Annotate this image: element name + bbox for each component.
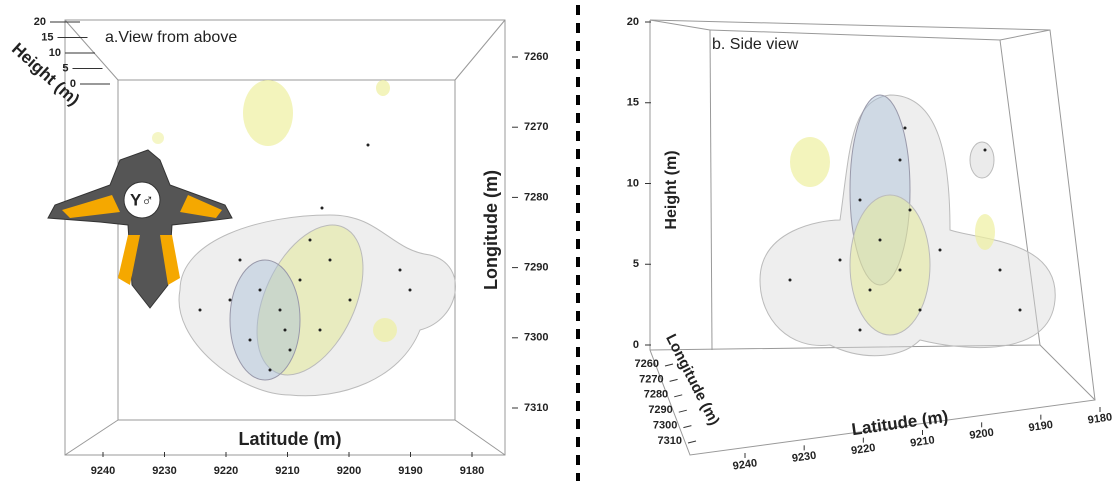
tick-mark [669,378,678,382]
tick-label: 9210 [275,465,299,477]
tick-mark [678,409,687,413]
tick-label: 0 [633,339,639,351]
tick-label: 9230 [152,465,176,477]
tick-label: 9190 [398,465,422,477]
tick-label: 9230 [791,450,817,465]
tick-label: 7270 [639,373,663,385]
tick-label: 5 [633,258,639,270]
tick-label: 10 [627,177,639,189]
icon-label: Y♂ [130,190,154,209]
tick-label: 7300 [524,332,548,344]
tick-mark [664,363,674,367]
tick-label: 5 [62,62,68,74]
tick-label: 7290 [524,262,548,274]
tick-mark [687,440,697,444]
tick-label: 7300 [653,420,677,432]
tick-label: 7260 [524,51,548,63]
tick-label: 7310 [524,402,548,414]
tick-label: 9200 [337,465,361,477]
tick-label: 7310 [658,435,682,447]
tick-label: 9180 [1087,411,1113,426]
tick-mark [683,425,692,429]
panel-a-volumes [152,80,456,397]
tick-label: 7260 [635,358,659,370]
tick-label: 9200 [969,427,995,442]
bird-icon: Y♂ [47,149,233,309]
tick-label: 0 [70,78,76,90]
axis-label: Height (m) [8,39,83,109]
tick-label: 7270 [524,121,548,133]
tick-label: 20 [627,16,639,28]
tick-label: 9240 [91,465,115,477]
tick-label: 20 [34,16,46,28]
axis-label: Latitude (m) [239,429,342,449]
panel-title: b. Side view [712,36,799,53]
axis-label: Longitude (m) [481,170,501,290]
panel-b-volumes [759,94,1056,357]
tick-mark [674,394,683,398]
tick-label: 10 [49,47,61,59]
tick-label: 9180 [460,465,484,477]
tick-label: 15 [627,97,639,109]
tick-label: 9190 [1028,419,1054,434]
tick-label: 7280 [524,191,548,203]
tick-label: 9220 [214,465,238,477]
axis-label: Height (m) [663,150,680,229]
panel-b-box [649,19,1096,456]
tick-label: 9240 [732,457,758,472]
tick-label: 7280 [644,389,668,401]
tick-label: 7290 [648,404,672,416]
tick-label: 9210 [910,434,936,449]
tick-label: 9220 [850,442,876,457]
panel-title: a.View from above [105,29,237,46]
panel-a-box [64,19,506,456]
axis-label: Latitude (m) [850,407,949,439]
tick-label: 15 [41,31,53,43]
